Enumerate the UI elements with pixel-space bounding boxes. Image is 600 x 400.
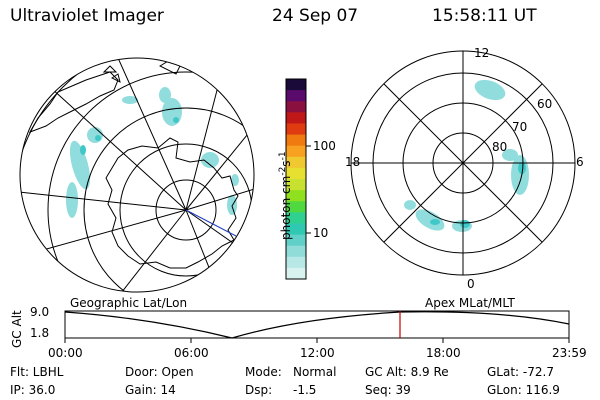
colorbar-tick-100: 100 (313, 139, 336, 153)
colorbar-cell (286, 245, 306, 258)
colorbar-tick-10: 10 (313, 226, 329, 240)
altitude-curve (64, 311, 570, 339)
mlat-label-70: 70 (512, 120, 528, 134)
mlt-label-0: 0 (467, 277, 475, 291)
colorbar-cell (286, 123, 306, 136)
x-tick-2359: 23:59 (552, 346, 587, 360)
mlt-label-18: 18 (345, 155, 361, 169)
param-dsp-label: Dsp: (245, 383, 273, 397)
param-dsp-value: -1.5 (293, 383, 317, 397)
colorbar-cell (286, 190, 306, 202)
param-ip: IP: 36.0 (10, 383, 56, 397)
apex-panel-title: Apex MLat/MLT (425, 296, 515, 310)
continent-outline (105, 137, 239, 269)
param-seq: Seq: 39 (365, 383, 411, 397)
param-mode-label: Mode: (245, 365, 282, 379)
colorbar-cell (286, 223, 306, 236)
param-glat: GLat: -72.7 (487, 365, 554, 379)
alt-y-tick-bottom: 1.8 (30, 326, 50, 340)
time-label: 15:58:11 UT (432, 6, 537, 26)
param-gcalt: GC Alt: 8.9 Re (365, 365, 449, 379)
x-tick-0600: 06:00 (174, 346, 209, 360)
colorbar-cell (286, 79, 306, 91)
colorbar-cell (286, 134, 306, 147)
x-tick-1200: 12:00 (300, 346, 335, 360)
param-glon: GLon: 116.9 (487, 383, 560, 397)
colorbar-cell (286, 212, 306, 225)
colorbar-cell (286, 179, 306, 191)
colorbar-unit-label: photon cm-2s-1 (278, 151, 293, 240)
colorbar-cell (286, 90, 306, 102)
colorbar-cell (286, 256, 306, 269)
altitude-plot (64, 310, 570, 343)
colorbar-cell (286, 145, 306, 158)
mlat-label-60: 60 (537, 97, 553, 111)
alt-y-tick-top: 9.0 (30, 305, 50, 319)
instrument-title: Ultraviolet Imager (10, 6, 164, 26)
mlt-label-12: 12 (474, 46, 490, 60)
colorbar-cell (286, 267, 306, 280)
colorbar-cell (286, 234, 306, 247)
geographic-panel-title: Geographic Lat/Lon (70, 296, 188, 310)
sun-direction-line (185, 209, 237, 237)
colorbar-cell (286, 167, 306, 180)
param-flt: Flt: LBHL (10, 365, 64, 379)
x-tick-1800: 18:00 (426, 346, 461, 360)
x-tick-0000: 00:00 (48, 346, 83, 360)
colorbar-cell (286, 201, 306, 213)
color-bar (285, 78, 311, 280)
param-mode-value: Normal (293, 365, 337, 379)
date-label: 24 Sep 07 (272, 6, 359, 26)
geographic-image (20, 58, 254, 292)
alt-y-label: GC Alt (10, 310, 24, 348)
param-door: Door: Open (125, 365, 194, 379)
param-gain: Gain: 14 (125, 383, 176, 397)
colorbar-cell (286, 101, 306, 113)
apex-polar-image (351, 51, 575, 275)
colorbar-cell (286, 156, 306, 169)
mlat-mlt-grid (351, 51, 575, 275)
mlat-label-80: 80 (492, 140, 508, 154)
colorbar-cell (286, 112, 306, 125)
mlt-label-6: 6 (576, 155, 584, 169)
